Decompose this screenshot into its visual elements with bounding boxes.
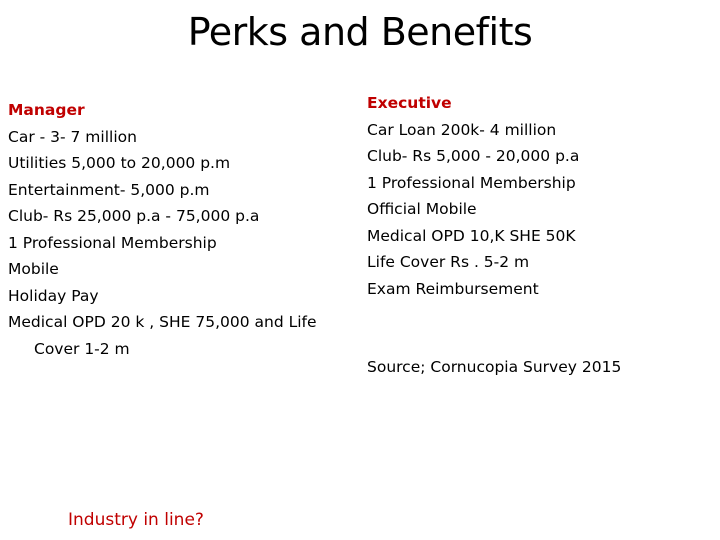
manager-item: Holiday Pay [8,286,99,305]
manager-item: Medical OPD 20 k , SHE 75,000 and Life C… [8,313,317,358]
source-note: Source; Cornucopia Survey 2015 [367,358,622,376]
manager-item: Mobile [8,260,59,278]
manager-column: Manager Car - 3- 7 million Utilities 5,0… [8,97,348,362]
executive-column: Executive Car Loan 200k- 4 million Club-… [367,90,712,302]
manager-item: Utilities 5,000 to 20,000 p.m [8,154,231,172]
manager-heading: Manager [8,101,85,119]
executive-item: Car Loan 200k- 4 million [367,120,557,139]
manager-item: Entertainment- 5,000 p.m [8,180,210,199]
executive-item: Life Cover Rs . 5-2 m [367,253,530,271]
industry-question: Industry in line? [68,510,204,530]
executive-item: 1 Professional Membership [367,173,576,192]
executive-heading: Executive [367,94,452,112]
slide-title: Perks and Benefits [187,10,533,54]
executive-item: Official Mobile [367,200,477,218]
manager-item: 1 Professional Membership [8,233,217,252]
executive-item: Exam Reimbursement [367,279,539,298]
manager-item: Club- Rs 25,000 p.a - 75,000 p.a [8,207,260,225]
executive-item: Medical OPD 10,K SHE 50K [367,226,576,245]
executive-item: Club- Rs 5,000 - 20,000 p.a [367,147,580,165]
manager-item: Car - 3- 7 million [8,127,137,146]
